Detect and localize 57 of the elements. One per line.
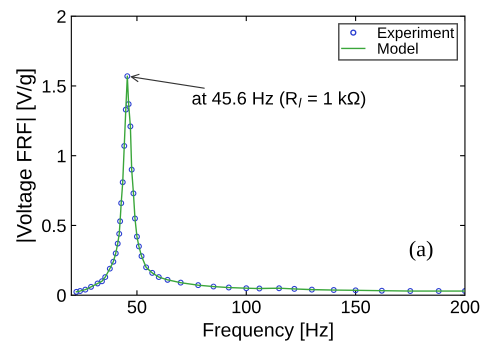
- y-axis-title: |Voltage FRF| [V/g]: [16, 70, 36, 242]
- point: [106, 266, 113, 272]
- point: [128, 166, 135, 173]
- point: [82, 286, 88, 293]
- point: [127, 123, 134, 130]
- annotation: at 45.6 Hz (R$_{l}$ = 1 kΩ): [192, 91, 366, 108]
- point: [256, 286, 262, 292]
- y-tick-label: 2: [57, 10, 66, 23]
- x-axis-title: Frequency [Hz]: [204, 322, 333, 341]
- point: [407, 288, 414, 294]
- point: [308, 286, 315, 293]
- point: [136, 243, 142, 250]
- x-tick-label: 200: [450, 300, 480, 314]
- point: [118, 200, 124, 206]
- point: [378, 288, 385, 294]
- point: [121, 142, 128, 149]
- y-tick-label: 0.5: [42, 219, 66, 232]
- point: [156, 274, 162, 280]
- point: [130, 190, 136, 196]
- point: [114, 240, 121, 247]
- point: [110, 258, 116, 265]
- point: [132, 215, 138, 222]
- point: [178, 280, 184, 286]
- point: [134, 234, 140, 240]
- point: [138, 253, 145, 260]
- point: [143, 264, 150, 270]
- point: [330, 287, 337, 294]
- point: [102, 274, 108, 280]
- x-tick-label: 50: [128, 300, 146, 314]
- point: [122, 106, 129, 113]
- point: [77, 288, 84, 294]
- point: [149, 270, 156, 276]
- point: [276, 285, 282, 292]
- point: [94, 280, 101, 286]
- x-tick-label: 150: [342, 300, 370, 314]
- point: [291, 286, 298, 292]
- x-tick-label: 100: [232, 300, 261, 314]
- point: [210, 284, 216, 290]
- point: [352, 287, 359, 294]
- point: [117, 218, 124, 224]
- point: [98, 278, 105, 284]
- y-tick-label: 1: [58, 150, 66, 162]
- point: [164, 276, 171, 283]
- point: [436, 288, 442, 294]
- legend-label: Experiment: [378, 26, 454, 42]
- y-tick-label: 1.5: [42, 80, 66, 93]
- point: [226, 284, 232, 291]
- point: [116, 230, 122, 237]
- point: [124, 73, 130, 80]
- point: [195, 282, 202, 288]
- point: [88, 284, 94, 290]
- legend-label: Model: [378, 42, 418, 54]
- point: [243, 285, 250, 292]
- point: [112, 250, 119, 256]
- y-tick-label: 0: [57, 289, 66, 302]
- point: [120, 179, 126, 186]
- annotation: (a): [410, 240, 432, 261]
